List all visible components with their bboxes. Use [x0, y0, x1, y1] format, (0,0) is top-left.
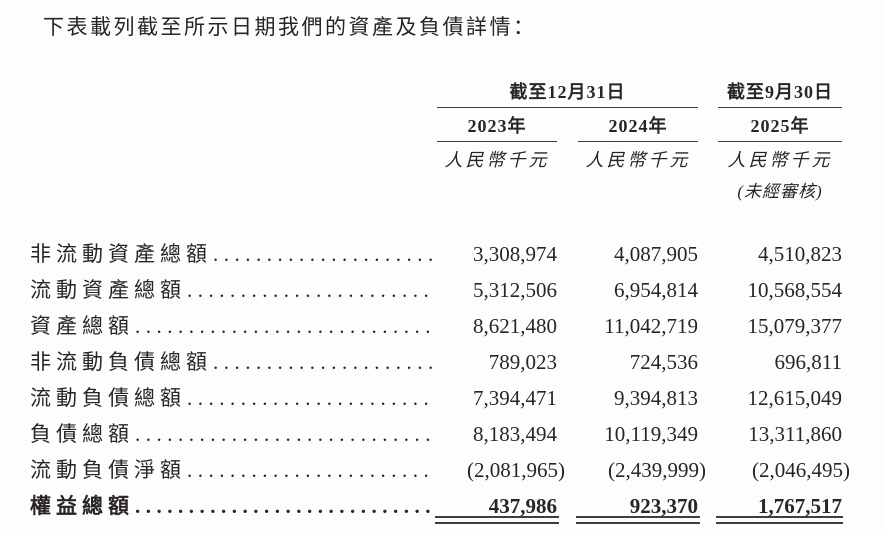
year-rule-2024: [578, 141, 698, 142]
year-header-2025: 2025年: [750, 116, 810, 136]
value-2024: 4,087,905: [614, 242, 698, 266]
value-2024: 11,042,719: [604, 314, 698, 338]
year-rule-2025: [718, 141, 842, 142]
value-2025: 10,568,554: [747, 278, 843, 302]
value-2023: 789,023: [488, 350, 557, 374]
value-2023: 8,183,494: [473, 422, 557, 446]
row-label-cell: 非流動資產總額 ................................…: [30, 236, 432, 272]
double-rule-2025: [716, 516, 843, 524]
row-label: 非流動負債總額: [30, 350, 212, 374]
value-2024: 923,370: [629, 494, 698, 518]
value-2024: (2,439,999): [608, 458, 706, 482]
assets-liabilities-table: 截至12月31日 截至9月30日 2023年 2024年 2025年 人民幣千元…: [30, 78, 850, 524]
col-group-as-of-sep30: 截至9月30日: [727, 82, 833, 102]
value-2023: 5,312,506: [473, 278, 557, 302]
row-label: 流動負債淨額: [30, 458, 186, 482]
table-row-total-equity: 權益總額 ...................................…: [30, 488, 842, 524]
value-2025: 696,811: [774, 350, 842, 374]
unaudited-note: (未經審核): [737, 182, 823, 201]
table-row: 資產總額 ...................................…: [30, 308, 842, 344]
group-rule-dec31: [437, 107, 698, 108]
row-label: 流動資產總額: [30, 278, 186, 302]
double-rule-2024: [576, 516, 700, 524]
unit-label-2023: 人民幣千元: [444, 150, 550, 170]
value-2025: 4,510,823: [758, 242, 842, 266]
leader-dots: ........................................…: [187, 386, 432, 410]
value-2025: 12,615,049: [747, 386, 843, 410]
value-2024: 10,119,349: [604, 422, 698, 446]
value-2023: 437,986: [488, 494, 557, 518]
intro-text: 下表載列截至所示日期我們的資產及負債詳情：: [43, 15, 537, 39]
leader-dots: ........................................…: [187, 278, 432, 302]
value-2024: 724,536: [629, 350, 698, 374]
table-row: 流動負債淨額 .................................…: [30, 452, 850, 488]
table-row: 流動資產總額 .................................…: [30, 272, 842, 308]
value-2023: 7,394,471: [473, 386, 557, 410]
row-label: 權益總額: [30, 494, 134, 518]
leader-dots: ........................................…: [213, 242, 432, 266]
unit-label-2024: 人民幣千元: [585, 150, 691, 170]
leader-dots: ........................................…: [135, 422, 432, 446]
row-label-cell: 非流動負債總額 ................................…: [30, 344, 432, 380]
row-label: 流動負債總額: [30, 386, 186, 410]
value-2023: 3,308,974: [473, 242, 557, 266]
row-label: 資產總額: [30, 314, 134, 338]
total-double-rules: [30, 516, 843, 524]
leader-dots: ........................................…: [135, 314, 432, 338]
row-label: 負債總額: [30, 422, 134, 446]
year-header-2023: 2023年: [467, 116, 527, 136]
table-header: 截至12月31日 截至9月30日 2023年 2024年 2025年 人民幣千元…: [30, 78, 842, 236]
group-rule-sep30: [718, 107, 842, 108]
row-label-cell: 流動負債總額 .................................…: [30, 380, 432, 416]
row-label-cell: 資產總額 ...................................…: [30, 308, 432, 344]
double-rule-2023: [435, 516, 559, 524]
leader-dots: ........................................…: [213, 350, 432, 374]
value-2025: 13,311,860: [748, 422, 842, 446]
row-label-cell: 權益總額 ...................................…: [30, 488, 432, 524]
year-rule-2023: [437, 141, 557, 142]
value-2024: 9,394,813: [614, 386, 698, 410]
year-header-2024: 2024年: [608, 116, 668, 136]
leader-dots: ........................................…: [187, 458, 432, 482]
value-2023: (2,081,965): [467, 458, 565, 482]
row-label-cell: 負債總額 ...................................…: [30, 416, 432, 452]
table-row: 非流動資產總額 ................................…: [30, 236, 842, 272]
value-2025: 15,079,377: [747, 314, 843, 338]
row-label-cell: 流動負債淨額 .................................…: [30, 452, 432, 488]
leader-dots: ........................................…: [135, 494, 432, 518]
table-row: 流動負債總額 .................................…: [30, 380, 842, 416]
value-2024: 6,954,814: [614, 278, 698, 302]
value-2025: (2,046,495): [752, 458, 850, 482]
table-body: 非流動資產總額 ................................…: [30, 236, 850, 524]
table-row: 非流動負債總額 ................................…: [30, 344, 842, 380]
row-label: 非流動資產總額: [30, 242, 212, 266]
row-label-cell: 流動資產總額 .................................…: [30, 272, 432, 308]
value-2023: 8,621,480: [473, 314, 557, 338]
table-row: 負債總額 ...................................…: [30, 416, 842, 452]
col-group-as-of-dec31: 截至12月31日: [509, 82, 626, 102]
value-2025: 1,767,517: [758, 494, 842, 518]
unit-label-2025: 人民幣千元: [727, 150, 833, 170]
